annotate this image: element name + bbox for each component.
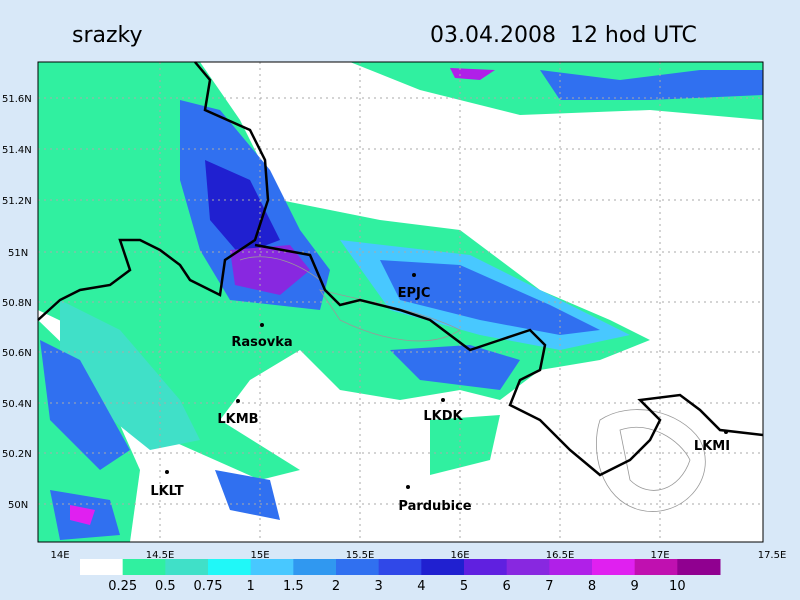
colorbar-swatch xyxy=(634,559,678,575)
border-line xyxy=(37,61,270,321)
precip-area xyxy=(40,340,130,470)
colorbar-label: 8 xyxy=(588,579,596,594)
title: srazky xyxy=(72,23,143,48)
colorbar-label: 4 xyxy=(417,579,425,594)
precip-area xyxy=(70,505,95,525)
x-axis-label: 17E xyxy=(650,550,669,561)
grid xyxy=(38,62,763,542)
station-label: Rasovka xyxy=(231,335,292,350)
station-dot xyxy=(412,273,416,277)
station-label: LKMI xyxy=(694,439,730,454)
station-dot xyxy=(260,323,264,327)
y-axis-label: 50.4N xyxy=(2,399,32,410)
x-axis-label: 14.5E xyxy=(146,550,175,561)
precip-area xyxy=(38,90,80,250)
precip-area xyxy=(450,68,495,80)
colorbar-swatch xyxy=(250,559,294,575)
colorbar-label: 2 xyxy=(332,579,340,594)
colorbar-swatch xyxy=(464,559,508,575)
datetime: 03.04.2008 12 hod UTC xyxy=(430,23,697,48)
x-axis-label: 17.5E xyxy=(758,550,787,561)
precip-area xyxy=(60,300,200,450)
map-frame xyxy=(37,61,764,543)
precip-area xyxy=(205,160,280,255)
precip-area xyxy=(430,415,500,475)
colorbar-swatch xyxy=(378,559,422,575)
colorbar-label: 0.5 xyxy=(155,579,176,594)
station-dot xyxy=(441,398,445,402)
colorbar-swatch xyxy=(80,559,124,575)
colorbar-label: 1 xyxy=(247,579,255,594)
station-label: LKMB xyxy=(217,412,258,427)
precip-area xyxy=(390,345,520,390)
x-axis-label: 15E xyxy=(250,550,269,561)
y-axis-label: 50N xyxy=(8,500,28,511)
colorbar-label: 3 xyxy=(375,579,383,594)
precipitation xyxy=(38,62,763,542)
x-axis-label: 15.5E xyxy=(346,550,375,561)
y-axis-label: 51.2N xyxy=(2,196,32,207)
stations: EPJC Rasovka LKMB LKDK LKLT Pardubice LK… xyxy=(150,273,730,514)
station-label: Pardubice xyxy=(398,499,471,514)
y-axis-label: 50.2N xyxy=(2,449,32,460)
precip-area xyxy=(540,70,763,100)
colorbar-label: 7 xyxy=(545,579,553,594)
y-axis-labels: 51.6N 51.4N 51.2N 51N 50.8N 50.6N 50.4N … xyxy=(2,94,32,511)
colorbar-swatch xyxy=(293,559,337,575)
station-dot xyxy=(236,399,240,403)
colorbar-swatch xyxy=(506,559,550,575)
colorbar-label: 6 xyxy=(503,579,511,594)
colorbar-swatch xyxy=(592,559,636,575)
station-label: LKLT xyxy=(150,484,183,499)
colorbar-label: 1.5 xyxy=(283,579,304,594)
colorbar: 0.25 0.5 0.75 1 1.5 2 3 4 5 6 7 8 9 10 xyxy=(80,559,721,594)
colorbar-label: 0.75 xyxy=(194,579,223,594)
colorbar-swatch xyxy=(677,559,721,575)
colorbar-label: 0.25 xyxy=(108,579,137,594)
x-axis-label: 14E xyxy=(50,550,69,561)
border-line xyxy=(254,243,764,477)
x-axis-label: 16E xyxy=(450,550,469,561)
y-axis-label: 51.4N xyxy=(2,145,32,156)
colorbar-swatch xyxy=(122,559,166,575)
precip-area xyxy=(380,260,600,335)
station-dot xyxy=(406,485,410,489)
x-axis-labels: 14E 14.5E 15E 15.5E 16E 16.5E 17E 17.5E xyxy=(50,550,786,561)
colorbar-label: 5 xyxy=(460,579,468,594)
y-axis-label: 51N xyxy=(8,248,28,259)
y-axis-label: 50.8N xyxy=(2,298,32,309)
y-axis-label: 51.6N xyxy=(2,94,32,105)
map-area xyxy=(37,61,764,543)
colorbar-swatch xyxy=(165,559,209,575)
precip-area xyxy=(215,470,280,520)
station-dot xyxy=(724,430,728,434)
colorbar-swatch xyxy=(549,559,593,575)
x-axis-label: 16.5E xyxy=(546,550,575,561)
colorbar-swatch xyxy=(421,559,465,575)
colorbar-swatch xyxy=(336,559,380,575)
station-label: EPJC xyxy=(398,286,431,301)
station-dot xyxy=(165,470,169,474)
colorbar-label: 9 xyxy=(631,579,639,594)
colorbar-swatch xyxy=(208,559,252,575)
borders xyxy=(37,61,764,477)
y-axis-label: 50.6N xyxy=(2,348,32,359)
colorbar-label: 10 xyxy=(669,579,686,594)
station-label: LKDK xyxy=(423,409,463,424)
